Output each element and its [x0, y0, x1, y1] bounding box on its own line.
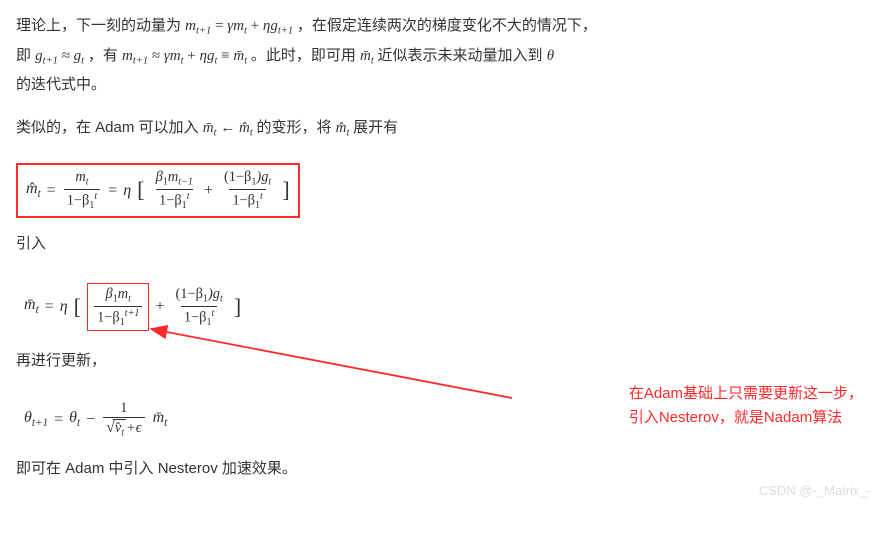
paragraph-3: 引入: [16, 230, 865, 259]
paragraph-1: 理论上，下一刻的动量为 mt+1 = γmt + ηgt+1 ，在假定连续两次的…: [16, 12, 865, 100]
equation-display-2: m̄t = η [ β1mt 1−β1t+1 + (1−β1)gt 1−β1t …: [16, 273, 865, 348]
annotation-line-1: 在Adam基础上只需要更新这一步，: [629, 382, 863, 406]
paragraph-4: 再进行更新，: [16, 347, 865, 376]
text: 近似表示未来动量加入到: [378, 47, 547, 64]
paragraph-2: 类似的，在 Adam 可以加入 m̄t ← m̂t 的变形，将 m̂t 展开有: [16, 114, 865, 144]
text: 理论上，下一刻的动量为: [16, 17, 185, 34]
math-inline: θ: [547, 48, 554, 64]
math-inline: m̄t ← m̂t: [203, 120, 257, 136]
text: 展开有: [353, 119, 398, 136]
text: 即: [16, 47, 35, 64]
text: 。此时，即可用: [251, 47, 360, 64]
math-inline: mt+1 = γmt + ηgt+1: [185, 18, 297, 34]
paragraph-5: 即可在 Adam 中引入 Nesterov 加速效果。: [16, 455, 865, 484]
math-inline: m̂t: [336, 120, 354, 136]
equation-display-1: m̂t = mt 1−β1t = η [ β1mt−1 1−β1t + (1−β…: [16, 157, 865, 230]
text: ，有: [88, 47, 122, 64]
math-inline: gt+1 ≈ gt: [35, 48, 88, 64]
annotation-callout: 在Adam基础上只需要更新这一步， 引入Nesterov，就是Nadam算法: [629, 382, 863, 430]
math-inline: m̄t: [360, 48, 378, 64]
watermark: CSDN @-_Matrix_-: [759, 479, 871, 504]
math-inline: mt+1 ≈ γmt + ηgt ≡ m̄t: [122, 48, 251, 64]
text: ，在假定连续两次的梯度变化不大的情况下，: [297, 17, 597, 34]
annotation-line-2: 引入Nesterov，就是Nadam算法: [629, 406, 863, 430]
highlighted-term: β1mt 1−β1t+1: [87, 283, 149, 332]
text: 的变形，将: [256, 119, 335, 136]
text: 类似的，在 Adam 可以加入: [16, 119, 203, 136]
text: 的迭代式中。: [16, 76, 106, 93]
